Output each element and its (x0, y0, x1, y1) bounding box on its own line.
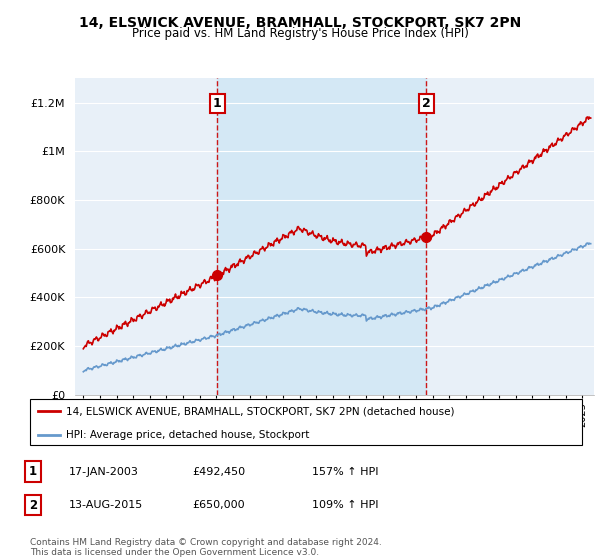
Text: 1: 1 (212, 97, 221, 110)
Text: 14, ELSWICK AVENUE, BRAMHALL, STOCKPORT, SK7 2PN: 14, ELSWICK AVENUE, BRAMHALL, STOCKPORT,… (79, 16, 521, 30)
Text: £492,450: £492,450 (192, 466, 245, 477)
Text: Price paid vs. HM Land Registry's House Price Index (HPI): Price paid vs. HM Land Registry's House … (131, 27, 469, 40)
Text: 2: 2 (29, 498, 37, 512)
Text: HPI: Average price, detached house, Stockport: HPI: Average price, detached house, Stoc… (66, 430, 309, 440)
Text: 157% ↑ HPI: 157% ↑ HPI (312, 466, 379, 477)
Text: £650,000: £650,000 (192, 500, 245, 510)
Text: 13-AUG-2015: 13-AUG-2015 (69, 500, 143, 510)
Bar (217, 78, 427, 395)
Text: 17-JAN-2003: 17-JAN-2003 (69, 466, 139, 477)
Text: 14, ELSWICK AVENUE, BRAMHALL, STOCKPORT, SK7 2PN (detached house): 14, ELSWICK AVENUE, BRAMHALL, STOCKPORT,… (66, 406, 454, 416)
Text: 1: 1 (29, 465, 37, 478)
Text: Contains HM Land Registry data © Crown copyright and database right 2024.
This d: Contains HM Land Registry data © Crown c… (30, 538, 382, 557)
Text: 2: 2 (422, 97, 431, 110)
Text: 109% ↑ HPI: 109% ↑ HPI (312, 500, 379, 510)
